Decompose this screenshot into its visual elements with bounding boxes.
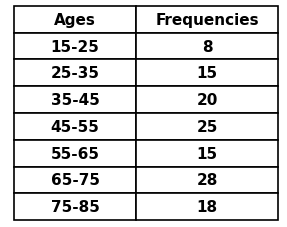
Text: 8: 8 (202, 39, 212, 54)
Text: 18: 18 (197, 199, 218, 214)
Text: 20: 20 (196, 93, 218, 108)
Bar (14, 87, 136, 114)
Bar (136, 140, 278, 167)
Text: 25-35: 25-35 (51, 66, 100, 81)
Bar (136, 114, 278, 140)
Bar (136, 87, 278, 114)
Text: 45-55: 45-55 (51, 119, 100, 134)
Bar (136, 33, 278, 60)
Bar (136, 193, 278, 220)
Bar (14, 193, 136, 220)
Bar (14, 7, 136, 33)
Bar (14, 140, 136, 167)
Bar (136, 60, 278, 87)
Bar (14, 60, 136, 87)
Bar (14, 114, 136, 140)
Bar (136, 167, 278, 193)
Bar (14, 33, 136, 60)
Bar (14, 167, 136, 193)
Bar (136, 7, 278, 33)
Text: Ages: Ages (54, 13, 96, 28)
Text: 55-65: 55-65 (51, 146, 100, 161)
Text: 15: 15 (197, 146, 218, 161)
Text: 28: 28 (196, 173, 218, 188)
Text: Frequencies: Frequencies (155, 13, 259, 28)
Text: 15: 15 (197, 66, 218, 81)
Text: 35-45: 35-45 (51, 93, 100, 108)
Text: 75-85: 75-85 (51, 199, 100, 214)
Text: 15-25: 15-25 (51, 39, 100, 54)
Text: 25: 25 (196, 119, 218, 134)
Text: 65-75: 65-75 (51, 173, 100, 188)
